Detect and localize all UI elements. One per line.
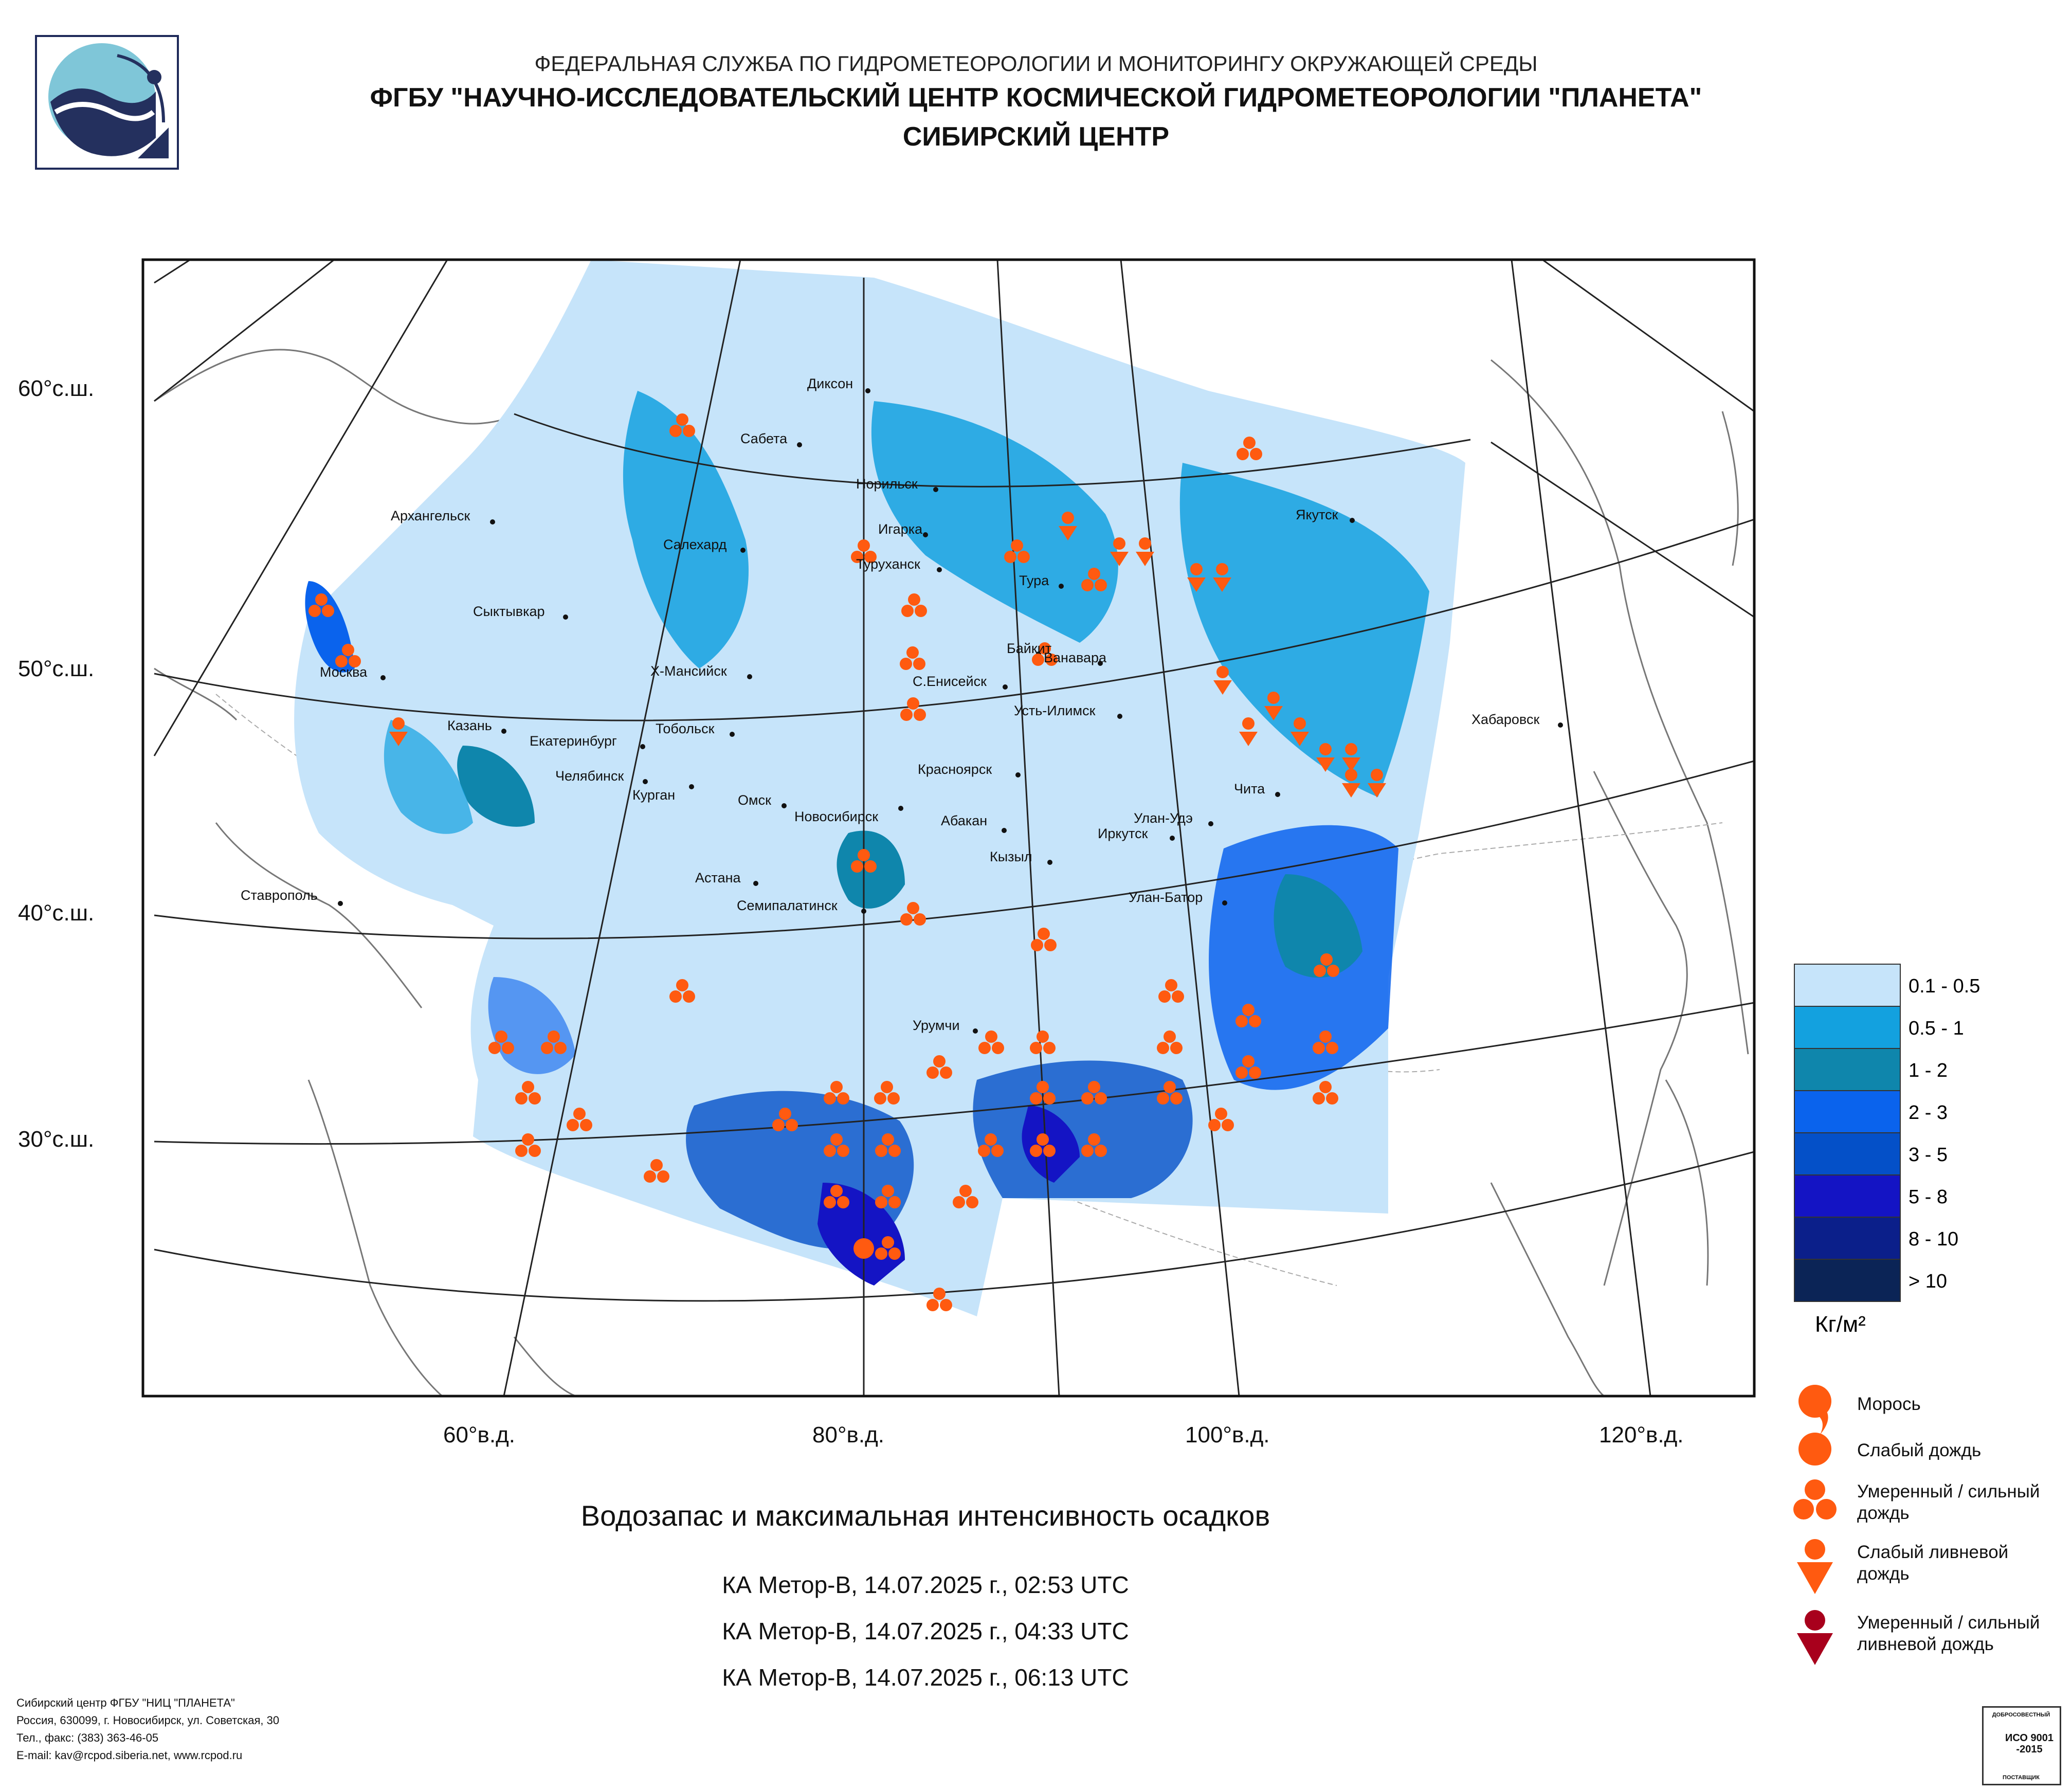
legend-symbol-label-drizzle: Морось [1857, 1394, 1921, 1414]
city-label: Салехард [663, 537, 727, 552]
footer-phone: Тел., факс: (383) 363-46-05 [16, 1731, 159, 1744]
water-content-field [294, 260, 1465, 1316]
city-label: Игарка [878, 521, 923, 537]
city-label: Сабета [740, 431, 788, 446]
city-label: Туруханск [856, 556, 920, 572]
legend-label-1: 0.5 - 1 [1909, 1018, 1964, 1039]
city-label: Диксон [807, 376, 853, 391]
city-label: Тура [1019, 573, 1049, 588]
satellite-pass-3: КА Метор-В, 14.07.2025 г., 06:13 UTC [722, 1664, 1129, 1691]
city-label: Улан-Удэ [1134, 810, 1193, 826]
map-subtitle: Водозапас и максимальная интенсивность о… [580, 1499, 1270, 1532]
legend-symbol-label-moderate-rain: Умеренный / сильный дождь [1857, 1481, 2040, 1523]
lat-label-40: 40°с.ш. [18, 900, 94, 926]
city-label: Екатеринбург [530, 733, 617, 749]
legend-label-6: 8 - 10 [1909, 1228, 1958, 1250]
city-label: Кызыл [990, 849, 1032, 864]
city-dots [338, 388, 1563, 1034]
legend-symbol-label-light-shower: Слабый ливневой дождь [1857, 1542, 2009, 1584]
legend-label-5: 5 - 8 [1909, 1186, 1948, 1208]
legend-swatch-0 [1794, 964, 1901, 1007]
city-label: Сыктывкар [473, 604, 545, 619]
footer-address: Россия, 630099, г. Новосибирск, ул. Сове… [16, 1714, 280, 1727]
city-label: Усть-Илимск [1014, 703, 1096, 718]
city-label: Астана [695, 870, 741, 885]
light-rain-icon [1798, 1433, 1831, 1466]
city-label: Тобольск [656, 721, 715, 736]
footer-contacts: Сибирский центр ФГБУ "НИЦ "ПЛАНЕТА" Росс… [16, 1694, 279, 1764]
city-label: Урумчи [913, 1018, 960, 1033]
city-label: Архангельск [391, 508, 470, 523]
city-label: Челябинск [555, 768, 624, 784]
city-label: Казань [447, 718, 492, 733]
water-content-legend: 0.1 - 0.5 0.5 - 1 1 - 2 2 - 3 3 - 5 5 - … [1794, 964, 1980, 1337]
light-shower-icon [1797, 1539, 1833, 1594]
city-label: Иркутск [1098, 826, 1148, 841]
legend-label-3: 2 - 3 [1909, 1102, 1948, 1124]
legend-label-7: > 10 [1909, 1271, 1947, 1292]
city-label: С.Енисейск [913, 674, 987, 689]
city-label: Семипалатинск [737, 898, 838, 913]
lon-label-60: 60°в.д. [443, 1422, 515, 1448]
moderate-rain-icon [1793, 1479, 1837, 1519]
iso-badge-top: ДОБРОСОВЕСТНЫЙ [1992, 1712, 2050, 1718]
legend-unit: Кг/м² [1815, 1312, 1866, 1337]
iso-badge-main: ИСО 9001 -2015 [2005, 1732, 2053, 1755]
lat-label-60: 60°с.ш. [18, 376, 94, 401]
legend-label-4: 3 - 5 [1909, 1144, 1948, 1166]
drizzle-icon [1798, 1385, 1831, 1435]
city-label: Абакан [941, 813, 987, 828]
lat-label-30: 30°с.ш. [18, 1127, 94, 1152]
lon-label-100: 100°в.д. [1185, 1422, 1270, 1448]
lat-label-50: 50°с.ш. [18, 656, 94, 681]
city-label: Ванавара [1044, 650, 1107, 665]
city-label: Норильск [856, 476, 918, 492]
legend-swatch-1 [1794, 1006, 1901, 1049]
city-label: Якутск [1296, 507, 1338, 522]
city-label: Москва [320, 664, 368, 680]
lon-label-80: 80°в.д. [812, 1422, 884, 1448]
city-label: Красноярск [918, 762, 992, 777]
city-label: Новосибирск [794, 809, 878, 824]
header-center: СИБИРСКИЙ ЦЕНТР [902, 122, 1170, 152]
header-institute: ФГБУ "НАУЧНО-ИССЛЕДОВАТЕЛЬСКИЙ ЦЕНТР КОС… [370, 83, 1702, 113]
legend-swatch-4 [1794, 1132, 1901, 1175]
footer-org: Сибирский центр ФГБУ "НИЦ "ПЛАНЕТА" [16, 1696, 235, 1709]
legend-swatch-7 [1794, 1259, 1901, 1302]
legend-swatch-6 [1794, 1217, 1901, 1260]
legend-swatch-5 [1794, 1174, 1901, 1218]
legend-symbol-label-light-rain: Слабый дождь [1857, 1440, 1982, 1460]
legend-symbol-label-heavy-shower: Умеренный / сильный ливневой дождь [1857, 1613, 2040, 1654]
legend-label-2: 1 - 2 [1909, 1060, 1948, 1081]
legend-swatch-3 [1794, 1090, 1901, 1133]
heavy-shower-icon [1797, 1610, 1833, 1665]
lon-label-120: 120°в.д. [1599, 1422, 1684, 1448]
footer-email: E-mail: kav@rcpod.siberia.net, www.rcpod… [16, 1749, 243, 1762]
map-frame [141, 258, 1756, 1398]
city-label: Улан-Батор [1129, 890, 1203, 905]
legend-label-0: 0.1 - 0.5 [1909, 975, 1980, 997]
city-label: Курган [632, 787, 675, 803]
city-label: Хабаровск [1471, 712, 1539, 727]
city-label: Х-Мансийск [650, 663, 727, 679]
satellite-pass-2: КА Метор-В, 14.07.2025 г., 04:33 UTC [722, 1618, 1129, 1644]
city-label: Ставрополь [241, 888, 318, 903]
legend-swatch-2 [1794, 1048, 1901, 1091]
planeta-logo [35, 35, 179, 170]
symbol-legend [1793, 1385, 1837, 1665]
satellite-pass-1: КА Метор-В, 14.07.2025 г., 02:53 UTC [722, 1571, 1129, 1598]
iso-badge: ДОБРОСОВЕСТНЫЙ ИСО 9001 -2015 ПОСТАВЩИК [1982, 1706, 2061, 1785]
header-agency: ФЕДЕРАЛЬНАЯ СЛУЖБА ПО ГИДРОМЕТЕОРОЛОГИИ … [534, 51, 1538, 76]
city-label: Чита [1234, 781, 1265, 797]
precip-symbols [308, 413, 1386, 1311]
iso-badge-bottom: ПОСТАВЩИК [2003, 1775, 2040, 1781]
city-label: Байкит [1007, 641, 1051, 656]
city-label: Омск [738, 792, 771, 808]
